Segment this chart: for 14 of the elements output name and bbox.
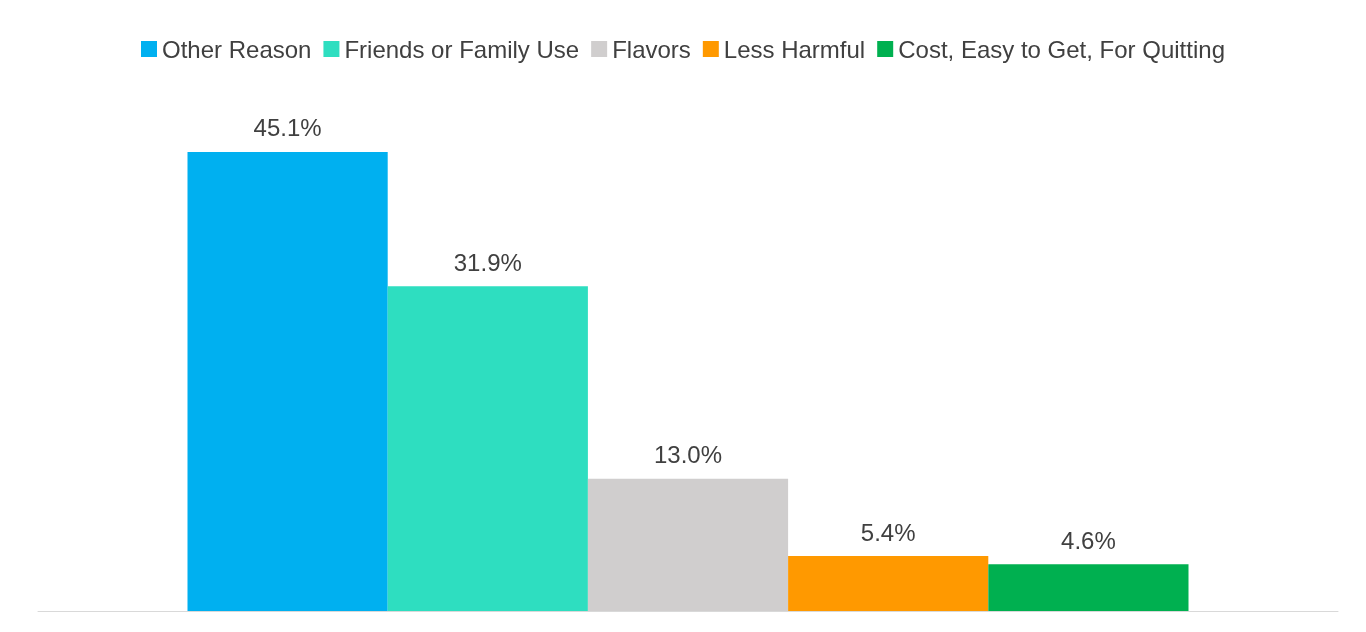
data-label: 13.0% [653,441,723,469]
data-label: 45.1% [253,114,322,142]
bar [988,564,1189,611]
legend-label: Friends or Family Use [344,35,580,63]
bar [788,556,989,611]
legend-label: Flavors [612,35,691,63]
legend-label: Less Harmful [723,35,866,63]
legend-label: Cost, Easy to Get, For Quitting [898,35,1225,63]
data-label: 5.4% [860,518,916,546]
legend-label: Other Reason [162,35,312,63]
data-label: 4.6% [1061,526,1116,554]
data-label: 31.9% [453,248,522,276]
bar [387,286,588,611]
bar [187,151,388,611]
